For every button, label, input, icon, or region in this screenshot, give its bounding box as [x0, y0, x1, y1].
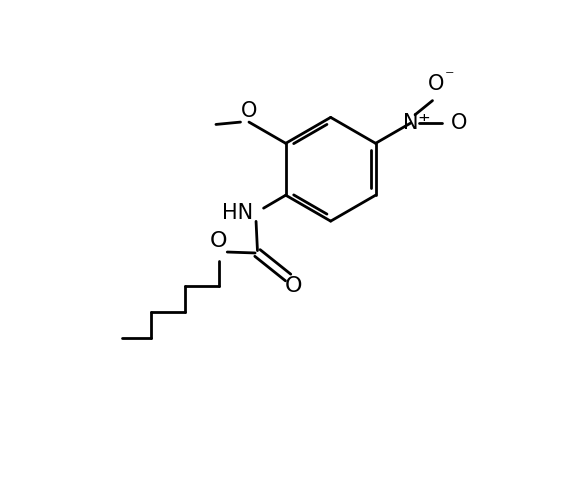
Text: ⁻: ⁻ [445, 68, 454, 86]
Text: ±: ± [417, 112, 430, 127]
Text: O: O [285, 276, 303, 296]
Text: O: O [451, 113, 467, 133]
Text: O: O [428, 74, 445, 94]
Text: O: O [210, 231, 227, 251]
Text: HN: HN [222, 203, 253, 223]
Text: O: O [241, 101, 257, 121]
Text: N: N [403, 113, 418, 133]
